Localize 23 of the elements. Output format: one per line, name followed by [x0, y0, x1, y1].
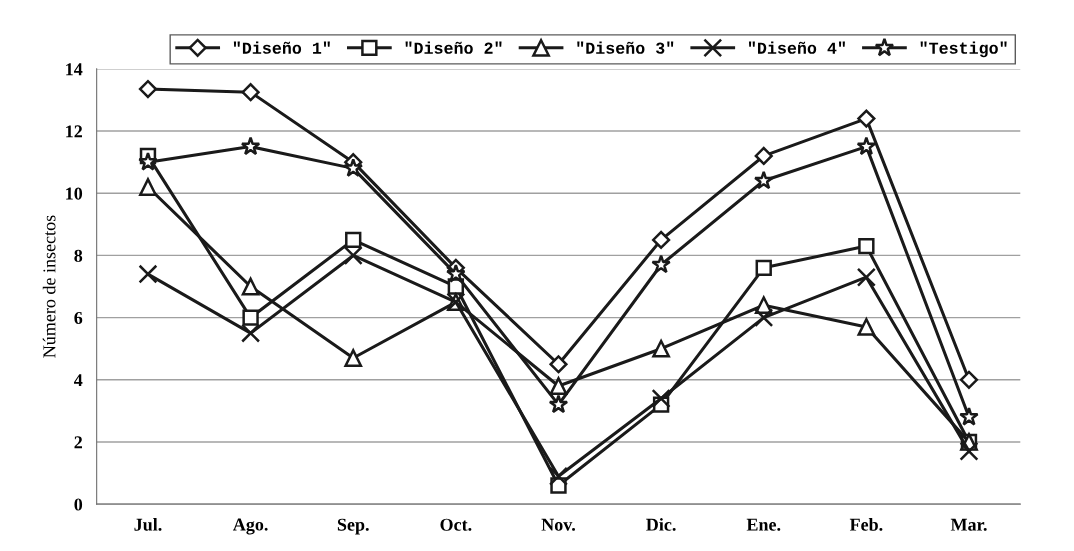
x-tick-label: Dic. [646, 518, 676, 531]
y-tick-label: 0 [74, 498, 83, 511]
y-tick-label: 10 [66, 187, 83, 200]
y-axis-title: Número de insectos [42, 215, 56, 358]
y-tick-label: 14 [66, 63, 83, 76]
x-tick-label: Sep. [337, 518, 369, 535]
y-tick-label: 4 [73, 374, 83, 387]
legend-label: "Testigo" [920, 41, 1007, 58]
x-tick-label: Feb. [849, 518, 883, 531]
x-tick-label: Oct. [440, 518, 472, 531]
x-tick-label: Ago. [232, 518, 268, 535]
legend-label: "Diseño 3" [577, 41, 674, 54]
y-tick-label: 6 [74, 311, 83, 325]
y-tick-label: 8 [74, 249, 83, 262]
legend-label: "Diseño 4" [748, 41, 845, 54]
y-tick-label: 2 [74, 436, 82, 449]
legend-label: "Diseño 2" [405, 41, 502, 54]
x-tick-label: Mar. [950, 518, 987, 531]
legend-label: "Diseño 1" [233, 41, 330, 54]
x-tick-label: Ene. [746, 518, 781, 531]
x-tick-label: Jul. [134, 518, 162, 531]
x-tick-label: Nov. [541, 518, 575, 531]
y-tick-label: 12 [66, 125, 82, 138]
